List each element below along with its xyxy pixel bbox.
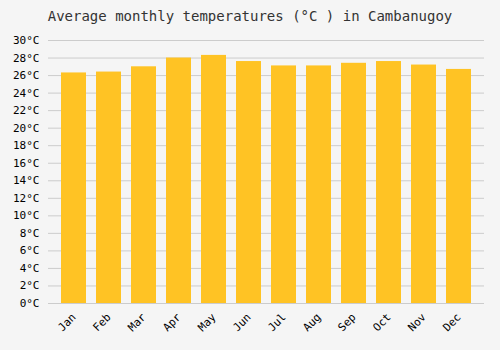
svg-text:Oct: Oct — [370, 311, 393, 334]
svg-text:20°C: 20°C — [13, 122, 40, 135]
html-text:Average monthly temperatures (: Average monthly temperatures (°C ) in Ca… — [47, 8, 453, 24]
svg-text:8°C: 8°C — [20, 227, 40, 240]
svg-text:Mar: Mar — [125, 310, 149, 334]
svg-text:Nov: Nov — [405, 310, 429, 334]
svg-text:26°C: 26°C — [13, 69, 40, 82]
svg-text:30°C: 30°C — [13, 34, 40, 47]
svg-text:28°C: 28°C — [13, 52, 40, 65]
svg-text:22°C: 22°C — [13, 104, 40, 117]
svg-text:12°C: 12°C — [13, 192, 40, 205]
svg-text:Apr: Apr — [160, 310, 184, 334]
svg-text:14°C: 14°C — [13, 174, 40, 187]
svg-text:2°C: 2°C — [20, 279, 40, 292]
svg-text:Dec: Dec — [440, 311, 463, 334]
svg-text:10°C: 10°C — [13, 209, 40, 222]
svg-text:Jul: Jul — [265, 311, 288, 334]
svg-text:16°C: 16°C — [13, 157, 40, 170]
svg-text:4°C: 4°C — [20, 262, 40, 275]
svg-text:Feb: Feb — [90, 311, 113, 334]
svg-text:Aug: Aug — [300, 311, 323, 334]
svg-text:May: May — [195, 310, 219, 334]
svg-text:Sep: Sep — [335, 311, 358, 334]
svg-text:24°C: 24°C — [13, 87, 40, 100]
svg-text:Jan: Jan — [55, 311, 78, 334]
svg-text:Jun: Jun — [230, 311, 253, 334]
svg-text:0°C: 0°C — [20, 297, 40, 310]
svg-text:18°C: 18°C — [13, 139, 40, 152]
svg-text:6°C: 6°C — [20, 244, 40, 257]
